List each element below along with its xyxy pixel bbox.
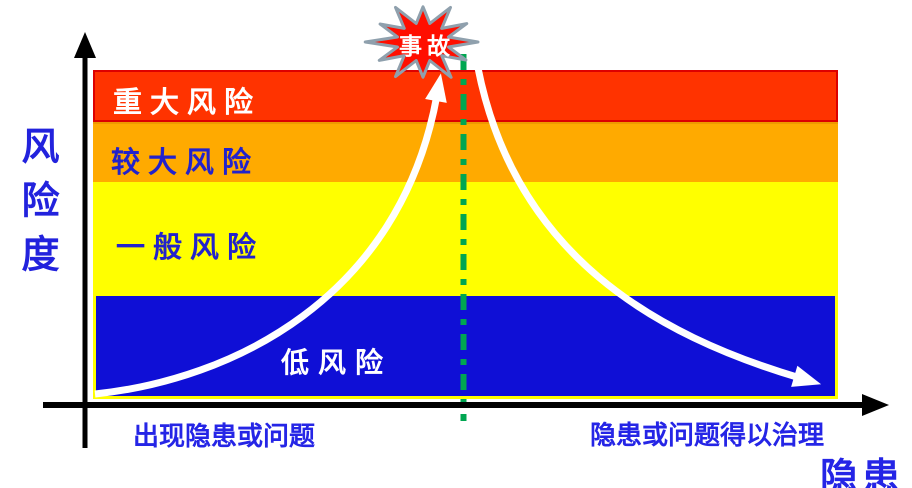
band-label-major-risk: 重大风险	[113, 87, 262, 119]
band-low-risk	[93, 293, 838, 399]
caption-hazard-appears: 出现隐患或问题	[133, 421, 316, 451]
band-label-general-risk: 一般风险	[116, 232, 265, 264]
band-label-low-risk: 低风险	[281, 347, 393, 378]
y-axis-arrowhead	[74, 32, 96, 58]
y-axis-label: 风险度	[15, 126, 57, 288]
band-label-considerable-risk: 较大风险	[111, 147, 260, 179]
x-axis-arrowhead	[862, 394, 889, 416]
caption-hazard-treated: 隐患或问题得以治理	[590, 420, 825, 450]
x-axis-label: 隐患	[820, 457, 905, 488]
accident-burst-label: 事故	[399, 33, 455, 59]
